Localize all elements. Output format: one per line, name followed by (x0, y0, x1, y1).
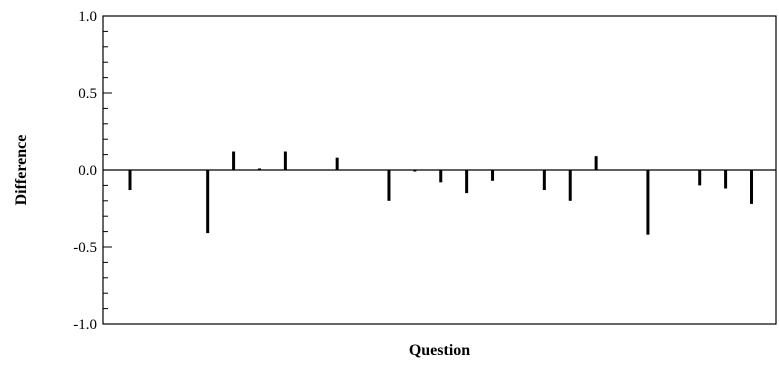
bar (257, 168, 261, 170)
bar (646, 170, 650, 235)
y-tick-label: 0.5 (78, 86, 97, 102)
bar (128, 170, 132, 191)
bar (465, 170, 469, 194)
y-axis-ticks (103, 15, 112, 325)
bar (491, 170, 495, 181)
bar (568, 170, 572, 201)
y-tick-label: -1.0 (73, 317, 97, 333)
y-tick-label: 0.0 (78, 163, 97, 179)
y-tick-label: -0.5 (73, 240, 97, 256)
bar (542, 170, 546, 191)
y-tick-label: 1.0 (78, 9, 97, 25)
bar (232, 151, 236, 170)
bar (594, 156, 598, 170)
bar (283, 151, 287, 170)
x-axis-title: Question (409, 342, 470, 359)
bar (413, 170, 417, 172)
y-axis-tick-labels: 1.0 0.5 0.0 -0.5 -1.0 (73, 9, 97, 333)
bar (335, 157, 339, 170)
bar (206, 170, 210, 234)
bar (724, 170, 728, 189)
bar (439, 170, 443, 183)
y-axis-title: Difference (13, 135, 30, 206)
bar (750, 170, 753, 204)
bars (128, 151, 753, 235)
bar (698, 170, 702, 186)
bar (387, 170, 391, 201)
